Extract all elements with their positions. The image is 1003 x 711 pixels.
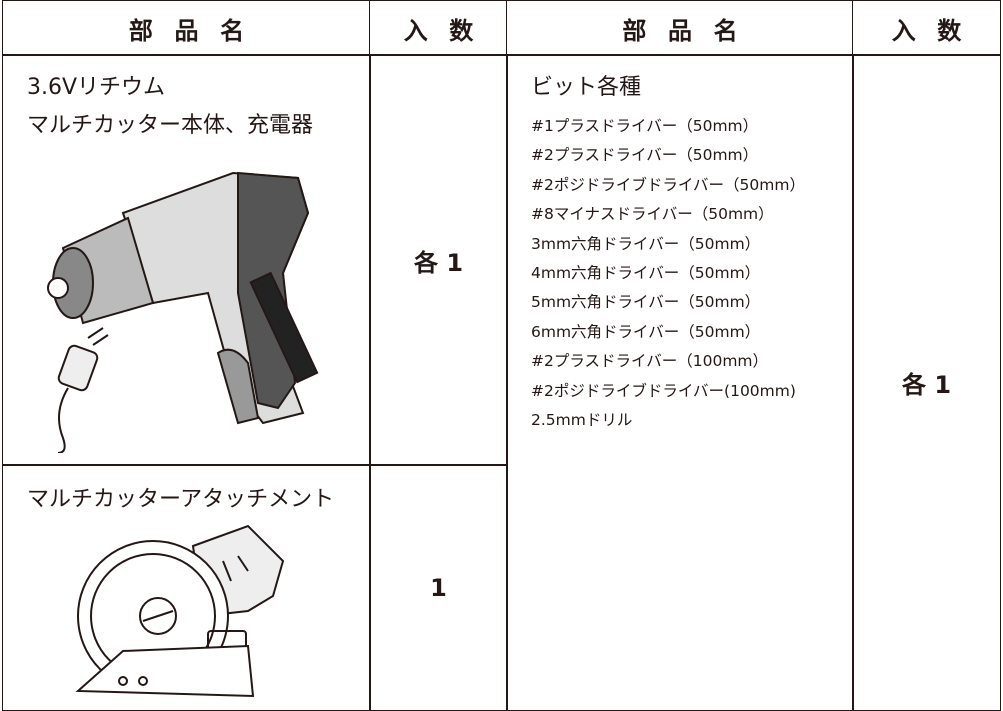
- drill-illustration: [47, 171, 319, 453]
- header-cell: 入数: [369, 0, 508, 56]
- qty-cell: 各1: [369, 54, 508, 466]
- bit-item: 2.5mmドリル: [531, 411, 633, 430]
- header-cell: 入数: [852, 0, 1001, 56]
- bit-item: #2プラスドライバー（100mm）: [531, 352, 769, 371]
- qty-cell: 各1: [852, 54, 1001, 711]
- bit-list: #1プラスドライバー（50mm） #2プラスドライバー（50mm） #2ポジドライブ…: [531, 112, 805, 435]
- bit-item: 6mm六角ドライバー（50mm）: [531, 322, 761, 341]
- bit-item: #2ポジドライブドライバー（50mm）: [531, 175, 805, 194]
- item-name: マルチカッター本体、充電器: [27, 113, 314, 138]
- bit-item: 4mm六角ドライバー（50mm）: [531, 264, 761, 283]
- bit-item: 3mm六角ドライバー（50mm）: [531, 234, 761, 253]
- cutter-illustration: [75, 524, 285, 698]
- name-cell: ビット各種 #1プラスドライバー（50mm） #2プラスドライバー（50mm） #2…: [506, 54, 854, 711]
- header-cell: 部品名: [506, 0, 854, 56]
- item-name: マルチカッターアタッチメント: [27, 487, 335, 512]
- bit-item: #2ポジドライブドライバー(100mm): [531, 381, 796, 400]
- bit-item: #1プラスドライバー（50mm）: [531, 117, 759, 135]
- bit-item: #2プラスドライバー（50mm）: [531, 146, 759, 165]
- name-cell: 3.6Vリチウム マルチカッター本体、充電器: [2, 54, 371, 466]
- name-cell: マルチカッターアタッチメント: [2, 464, 371, 711]
- bit-item: 5mm六角ドライバー（50mm）: [531, 293, 761, 312]
- item-name: 3.6Vリチウム: [27, 75, 166, 100]
- qty-cell: 1: [369, 464, 508, 711]
- header-cell: 部品名: [2, 0, 371, 56]
- bit-item: #8マイナスドライバー（50mm）: [531, 205, 774, 224]
- item-name: ビット各種: [531, 75, 642, 100]
